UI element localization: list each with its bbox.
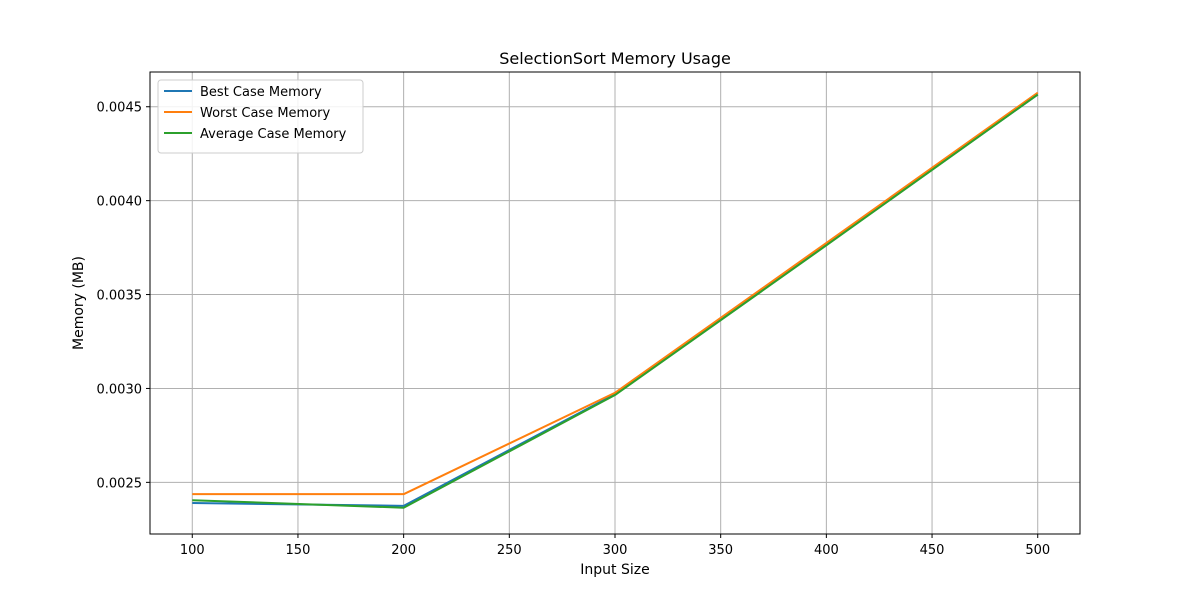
series-line-worst-case-memory bbox=[192, 91, 1039, 496]
series-lines bbox=[192, 91, 1039, 509]
legend-box bbox=[157, 79, 364, 154]
y-tick-label: 0.0045 bbox=[97, 101, 143, 116]
legend: Best Case Memory Worst Case Memory Average… bbox=[157, 79, 364, 154]
y-tick-label: 0.0040 bbox=[97, 195, 143, 210]
x-tick-label: 200 bbox=[391, 543, 416, 558]
x-tick-label: 100 bbox=[180, 543, 205, 558]
legend-label: Average Case Memory bbox=[200, 127, 347, 142]
y-axis-label: Memory (MB) bbox=[71, 256, 87, 350]
grid-lines bbox=[150, 72, 1080, 534]
y-axis-ticks: 0.0025 0.0030 0.0035 0.0040 0.0045 bbox=[97, 101, 150, 491]
x-tick-label: 400 bbox=[814, 543, 839, 558]
x-tick-label: 150 bbox=[286, 543, 311, 558]
y-tick-label: 0.0025 bbox=[97, 476, 143, 491]
chart-title: SelectionSort Memory Usage bbox=[499, 49, 731, 68]
legend-label: Worst Case Memory bbox=[200, 106, 331, 121]
y-tick-label: 0.0030 bbox=[97, 382, 143, 397]
series-line-average-case-memory bbox=[192, 93, 1039, 509]
x-tick-label: 450 bbox=[920, 543, 945, 558]
legend-label: Best Case Memory bbox=[200, 85, 322, 100]
x-tick-label: 300 bbox=[603, 543, 628, 558]
x-axis-ticks: 100 150 200 250 300 350 400 450 500 bbox=[180, 534, 1050, 558]
x-tick-label: 350 bbox=[708, 543, 733, 558]
x-tick-label: 250 bbox=[497, 543, 522, 558]
x-axis-label: Input Size bbox=[580, 562, 649, 578]
y-tick-label: 0.0035 bbox=[97, 289, 143, 304]
x-tick-label: 500 bbox=[1025, 543, 1050, 558]
